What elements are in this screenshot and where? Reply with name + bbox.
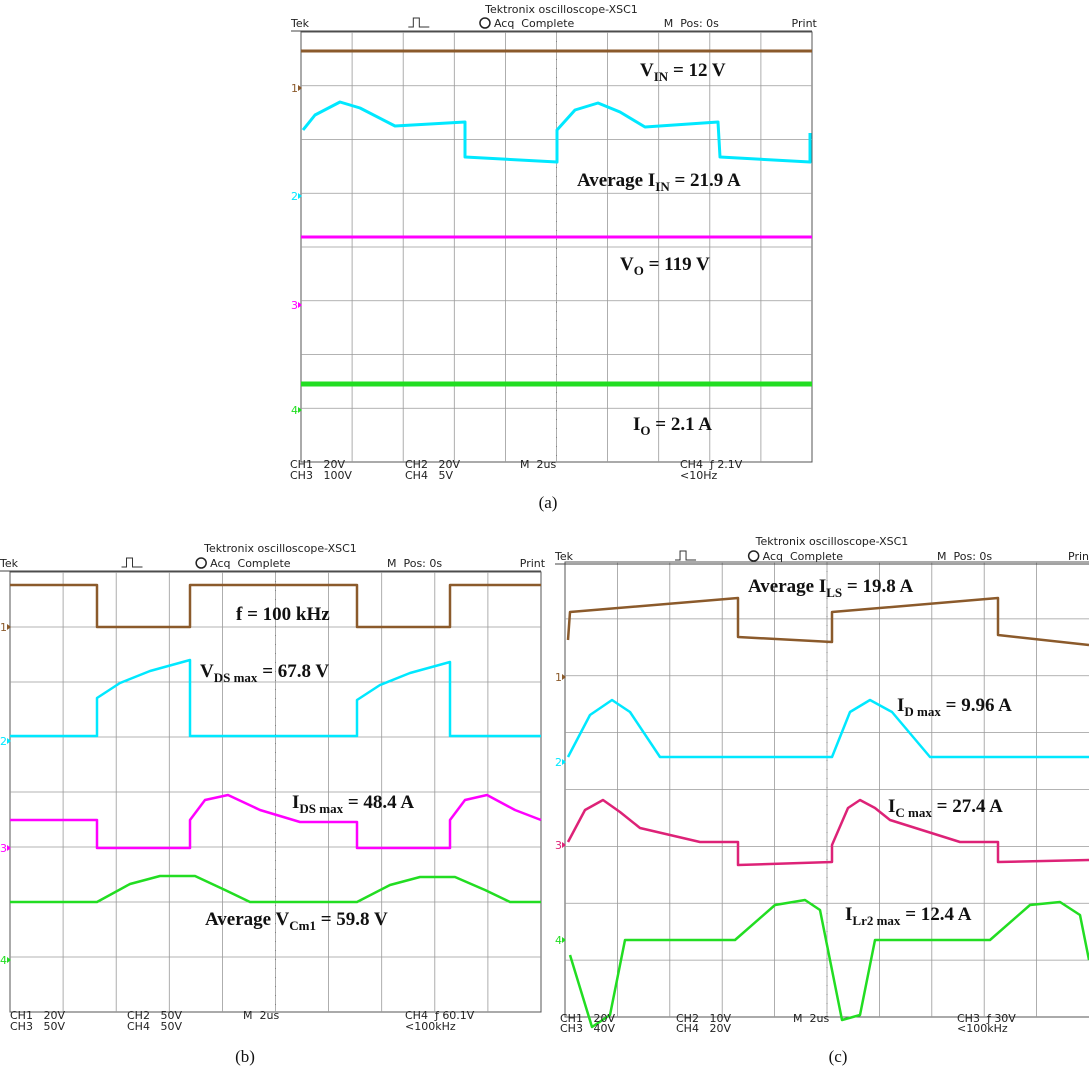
caption: (b) xyxy=(235,1047,255,1066)
channel-marker: 1 xyxy=(555,671,562,684)
trigger-icon xyxy=(675,551,696,560)
scope-title: Tektronix oscilloscope-XSC1 xyxy=(203,542,357,555)
scale-label: CH3 50V xyxy=(10,1020,65,1033)
annotation-main: I xyxy=(845,904,852,925)
scope-tek: Tek xyxy=(0,557,19,570)
acq-icon xyxy=(749,551,759,561)
annotation-main: Average I xyxy=(748,576,826,597)
annotation-main: V xyxy=(620,254,634,275)
scope-title: Tektronix oscilloscope-XSC1 xyxy=(755,535,909,548)
annotation-value: = 67.8 V xyxy=(257,661,329,682)
scale-label: M 2us xyxy=(520,458,556,471)
annotation-sub: DS max xyxy=(214,670,258,685)
channel-marker: 3 xyxy=(555,839,562,852)
caption: (a) xyxy=(539,493,558,512)
scope-tek: Tek xyxy=(290,17,310,30)
acq-icon xyxy=(196,558,206,568)
acq-status: Acq Complete xyxy=(210,557,291,570)
print-button: Print xyxy=(520,557,546,570)
scale-label: CH3 40V xyxy=(560,1022,615,1035)
annotation-main: V xyxy=(640,60,654,81)
annotation-main: I xyxy=(888,796,895,817)
scale-label: CH4 5V xyxy=(405,469,453,482)
annotation-sub: Cm1 xyxy=(289,918,316,933)
trigger-icon xyxy=(408,18,429,27)
annotation-main: I xyxy=(633,414,640,435)
annotation-value: = 119 V xyxy=(644,254,710,275)
scale-label: <100kHz xyxy=(405,1020,456,1033)
scale-label: CH4 50V xyxy=(127,1020,182,1033)
annotation-sub: O xyxy=(634,263,644,278)
scale-label: CH3 100V xyxy=(290,469,352,482)
annotation-value: = 59.8 V xyxy=(316,909,388,930)
annotation-sub: C max xyxy=(895,805,932,820)
m-position: M Pos: 0s xyxy=(387,557,442,570)
scale-label: M 2us xyxy=(793,1012,829,1025)
annotation-value: = 48.4 A xyxy=(343,792,414,813)
m-position: M Pos: 0s xyxy=(664,17,719,30)
scale-label: M 2us xyxy=(243,1009,279,1022)
scope-title: Tektronix oscilloscope-XSC1 xyxy=(484,3,638,16)
scope-panel: Tektronix oscilloscope-XSC1 Tek Acq Comple… xyxy=(554,535,1089,1066)
annotation: VIN = 12 V xyxy=(640,60,726,84)
annotation-sub: LS xyxy=(826,585,842,600)
channel-marker: 3 xyxy=(0,842,7,855)
annotation-sub: DS max xyxy=(299,801,343,816)
annotation-sub: IN xyxy=(655,179,670,194)
annotation-main: I xyxy=(897,695,904,716)
annotation-main: Average V xyxy=(205,909,290,930)
annotation-sub: D max xyxy=(904,704,941,719)
annotation-value: = 19.8 A xyxy=(842,576,913,597)
annotation-value: = 12.4 A xyxy=(900,904,971,925)
annotation-sub: O xyxy=(640,423,650,438)
annotation-value: = 12 V xyxy=(668,60,726,81)
trigger-icon xyxy=(122,558,143,567)
channel-marker: 4 xyxy=(291,404,298,417)
print-button: Print xyxy=(792,17,818,30)
channel-marker: 1 xyxy=(0,621,7,634)
annotation-main: I xyxy=(292,792,299,813)
annotation-sub: Lr2 max xyxy=(852,913,901,928)
acq-icon xyxy=(480,18,490,28)
scale-label: <10Hz xyxy=(680,469,717,482)
channel-marker: 2 xyxy=(291,190,298,203)
acq-status: Acq Complete xyxy=(494,17,575,30)
m-position: M Pos: 0s xyxy=(937,550,992,563)
channel-marker: 4 xyxy=(0,954,7,967)
figure: Tektronix oscilloscope-XSC1 Tek Acq Comple… xyxy=(0,0,1089,1072)
annotation-value: = 9.96 A xyxy=(941,695,1012,716)
annotation-value: = 2.1 A xyxy=(651,414,713,435)
annotation-main: Average I xyxy=(577,170,655,191)
annotation: f = 100 kHz xyxy=(236,604,330,625)
annotation-main: f = 100 kHz xyxy=(236,604,330,625)
print-button: Print xyxy=(1068,550,1089,563)
annotation-main: V xyxy=(200,661,214,682)
channel-marker: 2 xyxy=(0,735,7,748)
scale-label: CH4 20V xyxy=(676,1022,731,1035)
scale-label: <100kHz xyxy=(957,1022,1008,1035)
channel-marker: 2 xyxy=(555,756,562,769)
scope-panel: Tektronix oscilloscope-XSC1 Tek Acq Comple… xyxy=(0,542,546,1066)
annotation-sub: IN xyxy=(654,69,669,84)
channel-marker: 1 xyxy=(291,82,298,95)
channel-marker: 3 xyxy=(291,299,298,312)
annotation: VO = 119 V xyxy=(620,254,710,278)
annotation-value: = 21.9 A xyxy=(670,170,741,191)
channel-marker: 4 xyxy=(555,934,562,947)
scope-panel: Tektronix oscilloscope-XSC1 Tek Acq Comple… xyxy=(290,3,818,512)
caption: (c) xyxy=(829,1047,848,1066)
annotation-value: = 27.4 A xyxy=(932,796,1003,817)
scope-tek: Tek xyxy=(554,550,574,563)
acq-status: Acq Complete xyxy=(763,550,844,563)
